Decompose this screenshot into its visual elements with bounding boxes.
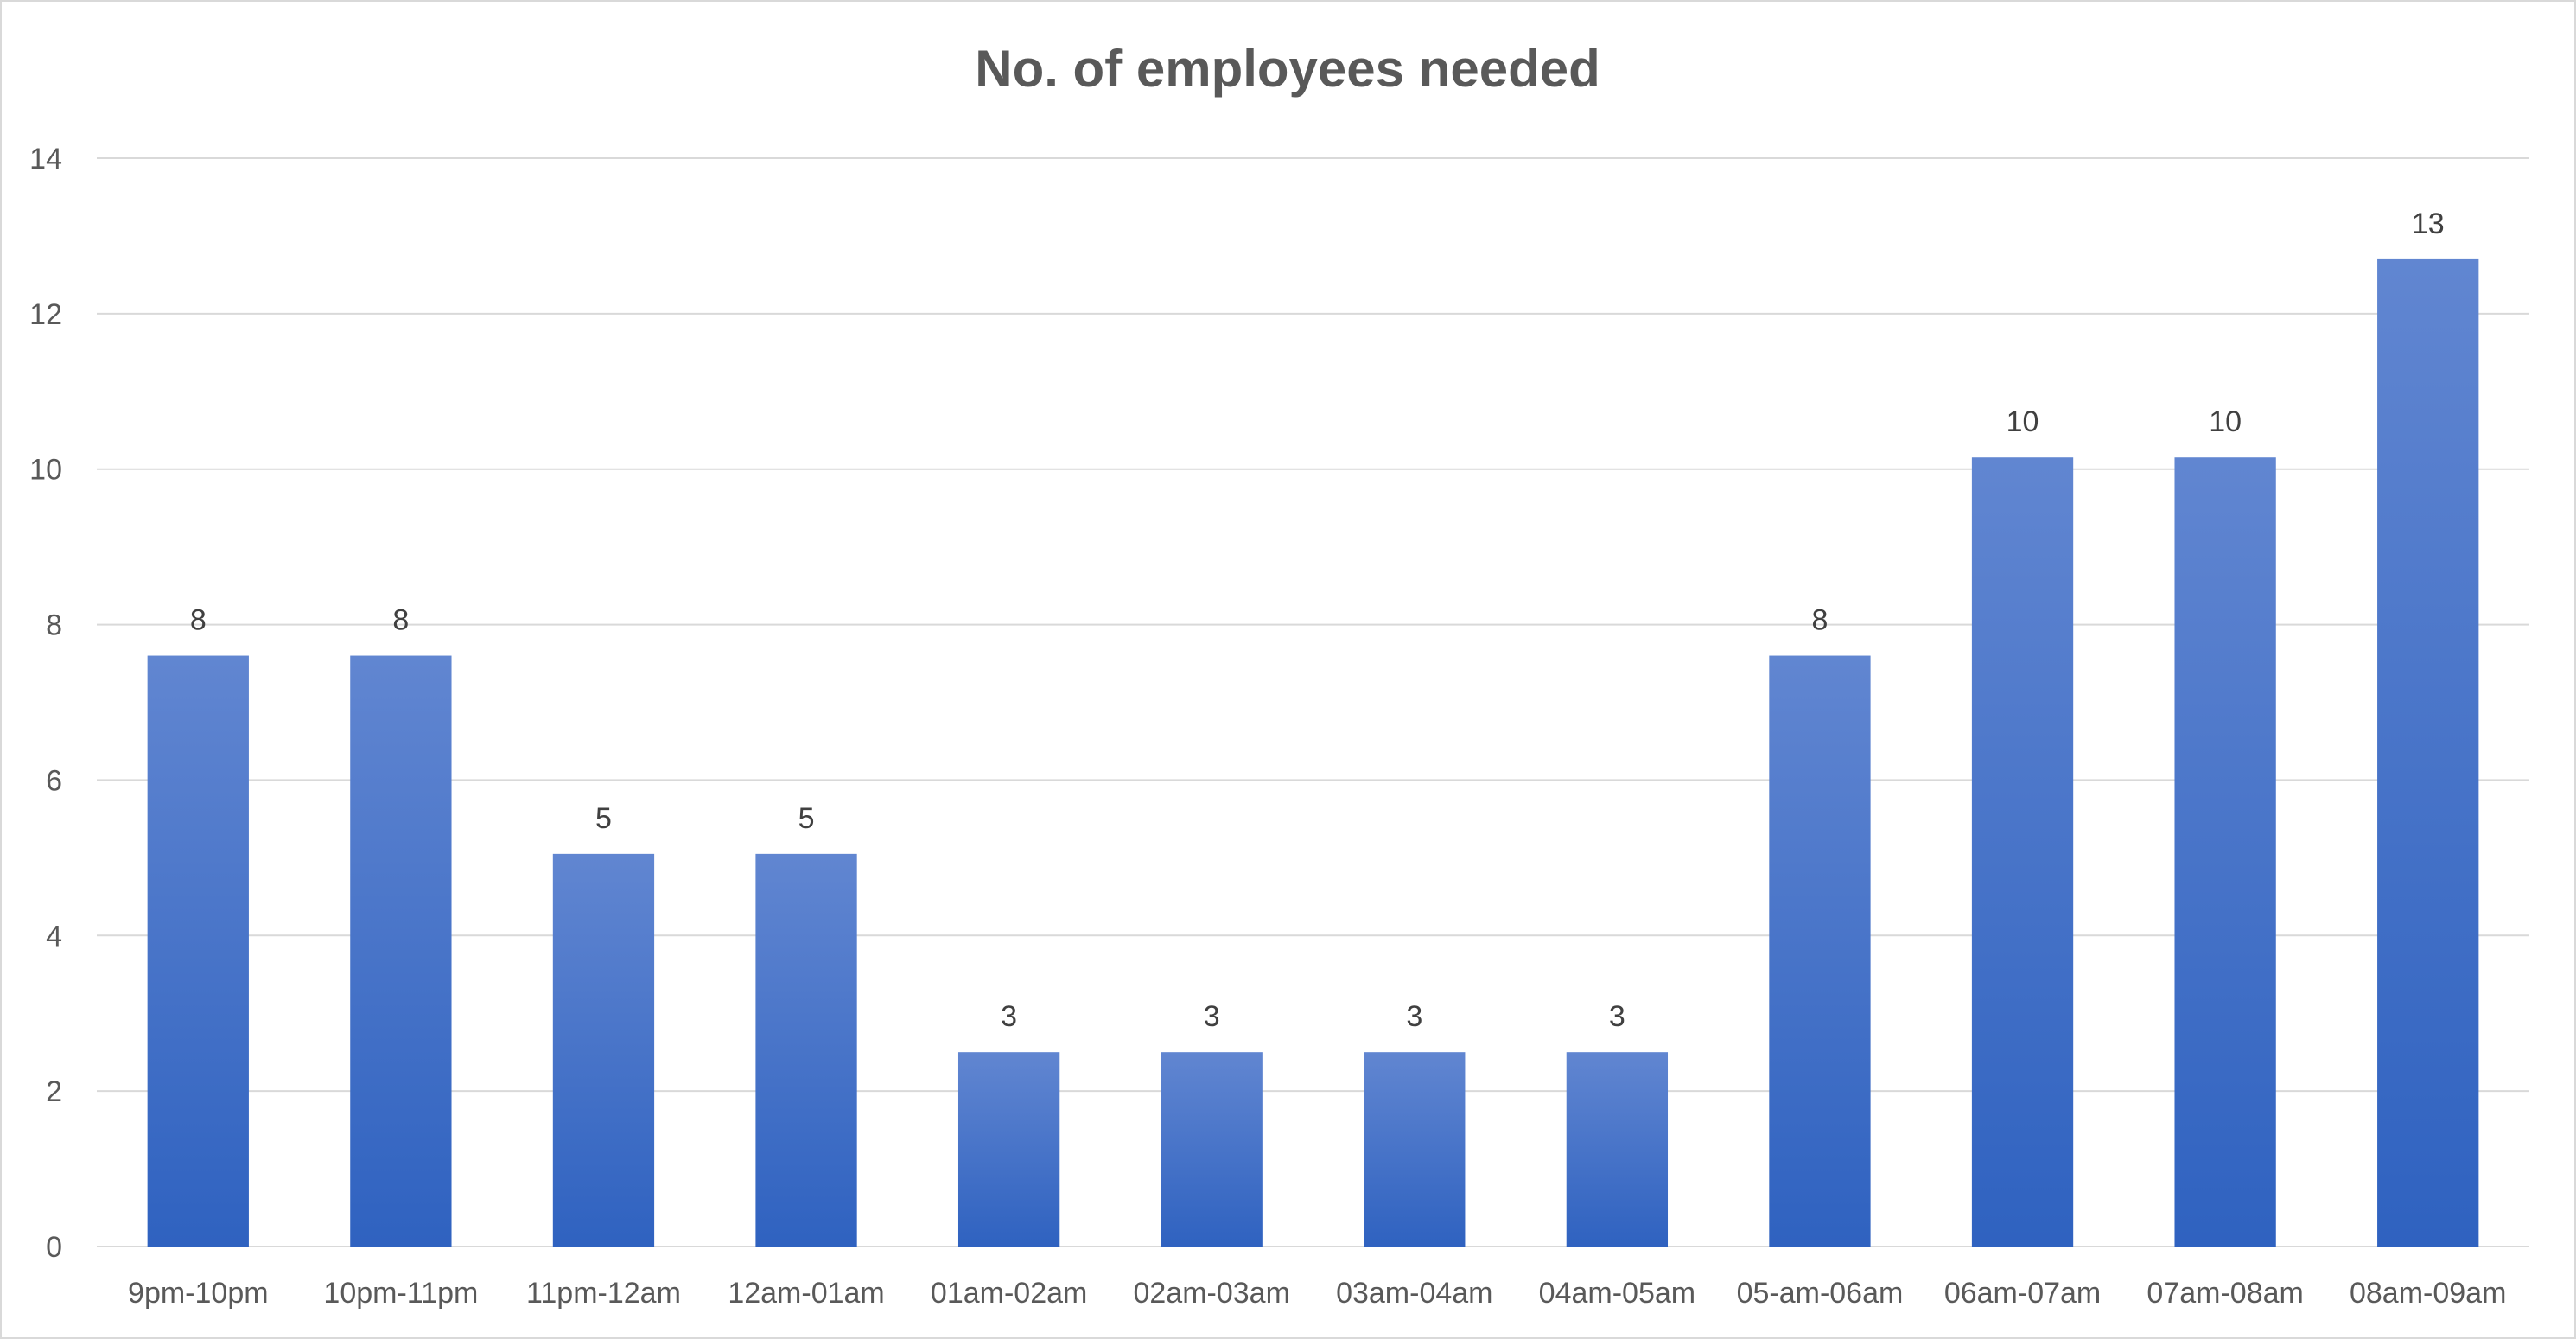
bar-03am-04am (1364, 1052, 1466, 1247)
data-label: 3 (1001, 1000, 1017, 1033)
bar-11pm-12am (552, 853, 655, 1247)
data-label: 3 (1609, 1000, 1625, 1033)
x-tick-label: 08am-09am (2350, 1277, 2506, 1310)
data-labels: 8 8 5 5 3 3 3 3 8 10 10 13 (190, 207, 2445, 1033)
bar-01am-02am (957, 1052, 1060, 1247)
gridlines (97, 157, 2529, 1247)
y-tick-label: 0 (46, 1231, 62, 1264)
x-tick-label: 12am-01am (728, 1277, 884, 1310)
y-tick-label: 10 (29, 454, 62, 487)
bar-04am-05am (1566, 1052, 1669, 1247)
chart-title: No. of employees needed (975, 40, 1600, 98)
x-tick-label: 10pm-11pm (323, 1277, 478, 1310)
y-tick-label: 2 (46, 1075, 62, 1108)
x-tick-label: 03am-04am (1336, 1277, 1492, 1310)
x-tick-label: 9pm-10pm (128, 1277, 269, 1310)
y-tick-label: 8 (46, 609, 62, 642)
bars (147, 258, 2479, 1247)
y-axis: 0 2 4 6 8 10 12 14 (29, 143, 62, 1264)
bar-12am-01am (755, 853, 857, 1247)
bar-08am-09am (2377, 258, 2479, 1247)
y-tick-label: 6 (46, 764, 62, 797)
data-label: 8 (190, 604, 207, 637)
data-label: 10 (2007, 405, 2039, 438)
bar-06am-07am (1971, 457, 2074, 1247)
data-label: 8 (1811, 604, 1828, 637)
x-tick-label: 02am-03am (1133, 1277, 1289, 1310)
x-axis: 9pm-10pm 10pm-11pm 11pm-12am 12am-01am 01am-… (128, 1277, 2506, 1310)
bar-10pm-11pm (350, 655, 452, 1247)
x-tick-label: 05-am-06am (1737, 1277, 1904, 1310)
bar-05-am-06am (1769, 655, 1871, 1247)
x-tick-label: 06am-07am (1944, 1277, 2101, 1310)
data-label: 3 (1406, 1000, 1422, 1033)
data-label: 13 (2412, 207, 2445, 240)
y-tick-label: 14 (29, 143, 62, 175)
x-tick-label: 07am-08am (2147, 1277, 2303, 1310)
bar-02am-03am (1161, 1052, 1263, 1247)
y-tick-label: 4 (46, 920, 62, 953)
data-label: 5 (798, 802, 815, 835)
data-label: 5 (595, 802, 612, 835)
data-label: 10 (2209, 405, 2242, 438)
data-label: 3 (1204, 1000, 1220, 1033)
x-tick-label: 04am-05am (1539, 1277, 1695, 1310)
y-tick-label: 12 (29, 298, 62, 331)
data-label: 8 (392, 604, 409, 637)
bar-9pm-10pm (147, 655, 249, 1247)
x-tick-label: 01am-02am (931, 1277, 1087, 1310)
bar-07am-08am (2174, 457, 2276, 1247)
x-tick-label: 11pm-12am (526, 1277, 681, 1310)
